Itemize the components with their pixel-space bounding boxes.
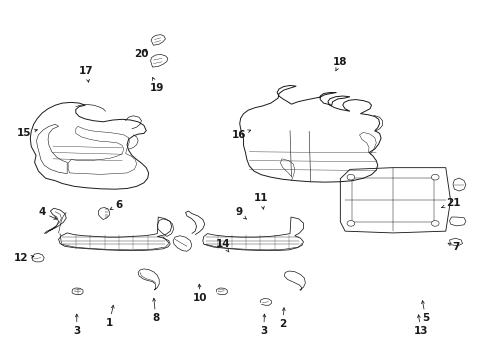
Text: 14: 14: [215, 239, 230, 252]
Text: 13: 13: [413, 315, 427, 336]
Text: 20: 20: [134, 49, 148, 59]
Text: 8: 8: [152, 298, 159, 323]
Circle shape: [346, 221, 354, 226]
Text: 3: 3: [260, 314, 267, 336]
Circle shape: [430, 174, 438, 180]
Text: 18: 18: [332, 57, 347, 71]
Text: 12: 12: [14, 253, 34, 263]
Text: 2: 2: [279, 308, 286, 329]
Circle shape: [346, 174, 354, 180]
Text: 6: 6: [110, 200, 122, 210]
Text: 16: 16: [231, 130, 250, 140]
Text: 3: 3: [73, 314, 80, 336]
Text: 9: 9: [235, 207, 246, 219]
Text: 4: 4: [38, 207, 57, 219]
Text: 17: 17: [79, 66, 94, 82]
Text: 11: 11: [253, 193, 268, 209]
Text: 1: 1: [105, 305, 114, 328]
Circle shape: [430, 221, 438, 226]
Text: 21: 21: [441, 198, 459, 208]
Text: 7: 7: [447, 242, 459, 252]
Text: 5: 5: [421, 301, 428, 323]
Text: 10: 10: [193, 284, 207, 303]
Text: 15: 15: [17, 129, 37, 139]
Text: 19: 19: [150, 77, 164, 93]
